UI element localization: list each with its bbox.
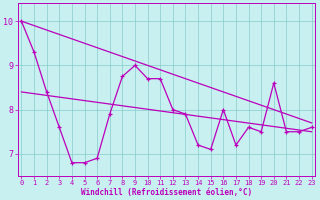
X-axis label: Windchill (Refroidissement éolien,°C): Windchill (Refroidissement éolien,°C) [81,188,252,197]
